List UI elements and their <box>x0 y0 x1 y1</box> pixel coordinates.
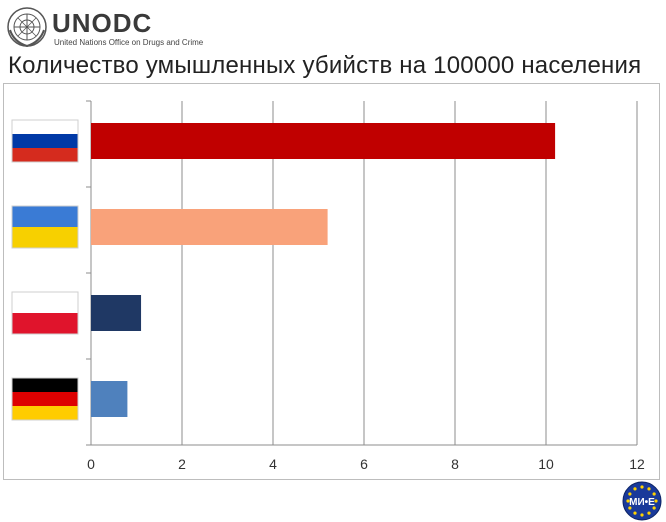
bar-russia <box>91 123 556 159</box>
badge-star <box>652 492 656 496</box>
logo-name: UNODC <box>52 8 153 38</box>
flag-stripe <box>12 206 78 228</box>
x-tick-label: 10 <box>538 456 554 472</box>
badge-text: МИ•Е <box>629 497 655 508</box>
x-tick-label: 8 <box>451 456 459 472</box>
bar-poland <box>91 295 142 331</box>
poland-flag-icon <box>11 291 79 335</box>
flag-border <box>11 205 79 249</box>
bar-chart: 0 2 4 6 8 10 12 <box>11 100 645 472</box>
flag-stripe <box>12 227 78 249</box>
badge-star <box>652 506 656 510</box>
x-tick-label: 0 <box>87 456 95 472</box>
flag-border <box>11 377 79 421</box>
x-tick-label: 4 <box>269 456 277 472</box>
badge-star <box>628 492 632 496</box>
flag-stripe <box>12 313 78 335</box>
ukraine-flag-icon <box>11 205 79 249</box>
unodc-logo: UNODC United Nations Office on Drugs and… <box>6 6 206 50</box>
russia-flag-icon <box>11 119 79 163</box>
badge-star <box>633 511 637 515</box>
flag-stripe <box>12 378 78 393</box>
badge-star <box>633 487 637 491</box>
flag-stripe <box>12 120 78 135</box>
badge-star <box>628 506 632 510</box>
badge-star <box>640 513 644 517</box>
badge-star <box>647 511 651 515</box>
badge-star <box>626 499 630 503</box>
badge-star <box>640 485 644 489</box>
badge-star <box>647 487 651 491</box>
germany-flag-icon <box>11 377 79 421</box>
flag-stripe <box>12 392 78 407</box>
chart-frame: 0 2 4 6 8 10 12 <box>3 83 660 480</box>
flag-stripe <box>12 292 78 314</box>
bar-germany <box>91 381 128 417</box>
x-tick-label: 6 <box>360 456 368 472</box>
badge-star <box>654 499 658 503</box>
un-emblem-icon <box>7 7 47 48</box>
x-tick-label: 12 <box>629 456 645 472</box>
bar-ukraine <box>91 209 328 245</box>
eu-stars-badge-icon: МИ•Е <box>622 481 662 521</box>
x-tick-label: 2 <box>178 456 186 472</box>
flag-border <box>11 291 79 335</box>
flag-stripe <box>12 406 78 421</box>
flag-stripe <box>12 148 78 163</box>
chart-title: Количество умышленных убийств на 100000 … <box>8 52 642 79</box>
flag-stripe <box>12 134 78 149</box>
logo-subtitle: United Nations Office on Drugs and Crime <box>54 38 204 47</box>
flag-border <box>11 119 79 163</box>
